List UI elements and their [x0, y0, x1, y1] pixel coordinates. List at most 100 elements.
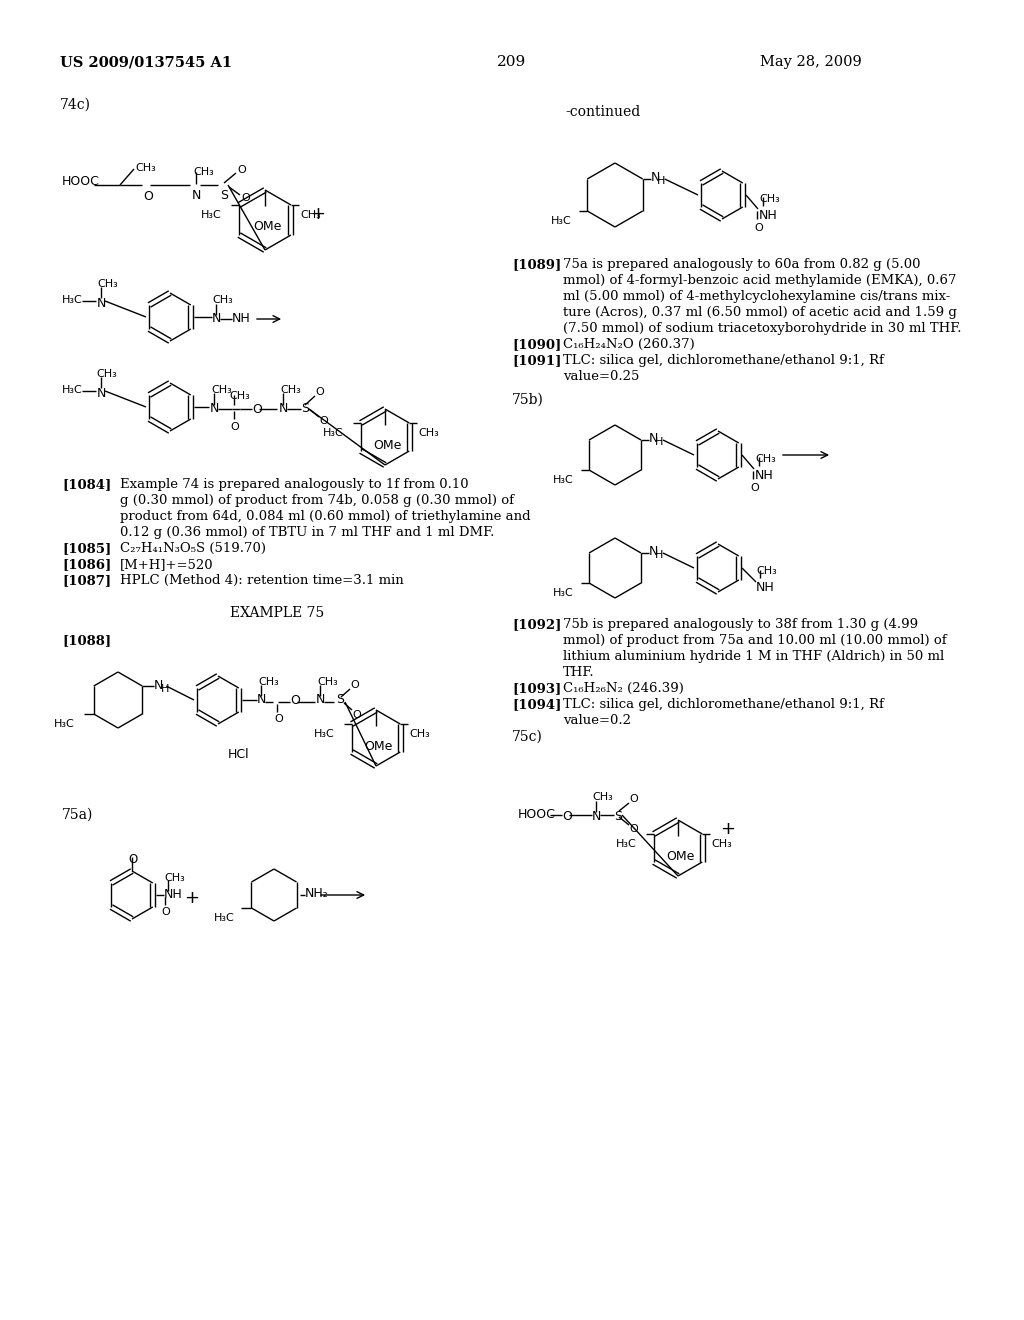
- Text: CH₃: CH₃: [258, 677, 279, 686]
- Text: O: O: [629, 824, 638, 834]
- Text: NH: NH: [164, 888, 182, 902]
- Text: CH₃: CH₃: [96, 370, 117, 379]
- Text: NH: NH: [232, 312, 251, 325]
- Text: CH₃: CH₃: [280, 385, 301, 395]
- Text: TLC: silica gel, dichloromethane/ethanol 9:1, Rf: TLC: silica gel, dichloromethane/ethanol…: [563, 698, 884, 711]
- Text: EXAMPLE 75: EXAMPLE 75: [230, 606, 325, 620]
- Text: O: O: [241, 193, 250, 203]
- Text: O: O: [143, 190, 153, 203]
- Text: N: N: [649, 545, 658, 558]
- Text: CH₃: CH₃: [300, 210, 321, 220]
- Text: (7.50 mmol) of sodium triacetoxyborohydride in 30 ml THF.: (7.50 mmol) of sodium triacetoxyborohydr…: [563, 322, 962, 335]
- Text: C₁₆H₂₄N₂O (260.37): C₁₆H₂₄N₂O (260.37): [563, 338, 694, 351]
- Text: CH₃: CH₃: [755, 454, 776, 465]
- Text: H₃C: H₃C: [62, 385, 83, 395]
- Text: THF.: THF.: [563, 667, 595, 678]
- Text: Example 74 is prepared analogously to 1f from 0.10: Example 74 is prepared analogously to 1f…: [120, 478, 469, 491]
- Text: [1090]: [1090]: [512, 338, 561, 351]
- Text: O: O: [750, 483, 759, 492]
- Text: O: O: [161, 907, 170, 917]
- Text: N: N: [257, 693, 266, 706]
- Text: O: O: [350, 680, 358, 690]
- Text: [1085]: [1085]: [62, 543, 112, 554]
- Text: lithium aluminium hydride 1 M in THF (Aldrich) in 50 ml: lithium aluminium hydride 1 M in THF (Al…: [563, 649, 944, 663]
- Text: O: O: [128, 853, 137, 866]
- Text: OMe: OMe: [373, 440, 401, 451]
- Text: [1092]: [1092]: [512, 618, 561, 631]
- Text: N: N: [155, 678, 164, 692]
- Text: ture (Acros), 0.37 ml (6.50 mmol) of acetic acid and 1.59 g: ture (Acros), 0.37 ml (6.50 mmol) of ace…: [563, 306, 956, 319]
- Text: CH₃: CH₃: [418, 428, 439, 438]
- Text: H₃C: H₃C: [62, 294, 83, 305]
- Text: O: O: [319, 416, 328, 426]
- Text: O: O: [237, 165, 246, 176]
- Text: [1088]: [1088]: [62, 634, 112, 647]
- Text: O: O: [315, 387, 324, 397]
- Text: 74c): 74c): [60, 98, 91, 112]
- Text: mmol) of 4-formyl-benzoic acid methylamide (EMKA), 0.67: mmol) of 4-formyl-benzoic acid methylami…: [563, 275, 956, 286]
- Text: CH₃: CH₃: [712, 840, 732, 849]
- Text: N: N: [97, 387, 106, 400]
- Text: 209: 209: [498, 55, 526, 69]
- Text: S: S: [220, 189, 228, 202]
- Text: +: +: [310, 205, 325, 223]
- Text: [1084]: [1084]: [62, 478, 112, 491]
- Text: N: N: [279, 403, 289, 414]
- Text: value=0.25: value=0.25: [563, 370, 639, 383]
- Text: TLC: silica gel, dichloromethane/ethanol 9:1, Rf: TLC: silica gel, dichloromethane/ethanol…: [563, 354, 884, 367]
- Text: H₃C: H₃C: [551, 216, 572, 226]
- Text: May 28, 2009: May 28, 2009: [760, 55, 862, 69]
- Text: H₃C: H₃C: [615, 840, 637, 849]
- Text: HCl: HCl: [228, 748, 250, 762]
- Text: product from 64d, 0.084 ml (0.60 mmol) of triethylamine and: product from 64d, 0.084 ml (0.60 mmol) o…: [120, 510, 530, 523]
- Text: [1087]: [1087]: [62, 574, 112, 587]
- Text: CH₃: CH₃: [164, 873, 184, 883]
- Text: H₃C: H₃C: [313, 729, 335, 739]
- Text: OMe: OMe: [253, 220, 282, 234]
- Text: H₃C: H₃C: [53, 719, 75, 729]
- Text: N: N: [193, 189, 202, 202]
- Text: O: O: [562, 810, 571, 822]
- Text: O: O: [252, 403, 262, 416]
- Text: CH₃: CH₃: [193, 168, 214, 177]
- Text: [1086]: [1086]: [62, 558, 112, 572]
- Text: [1093]: [1093]: [512, 682, 561, 696]
- Text: [1094]: [1094]: [512, 698, 561, 711]
- Text: O: O: [352, 710, 360, 719]
- Text: N: N: [210, 403, 219, 414]
- Text: OMe: OMe: [666, 850, 694, 863]
- Text: [1091]: [1091]: [512, 354, 561, 367]
- Text: -continued: -continued: [565, 106, 640, 119]
- Text: N: N: [592, 810, 601, 822]
- Text: ml (5.00 mmol) of 4-methylcyclohexylamine cis/trans mix-: ml (5.00 mmol) of 4-methylcyclohexylamin…: [563, 290, 950, 304]
- Text: H₃C: H₃C: [201, 210, 222, 220]
- Text: CH₃: CH₃: [317, 677, 338, 686]
- Text: O: O: [629, 795, 638, 804]
- Text: H₃C: H₃C: [553, 587, 573, 598]
- Text: [M+H]+=520: [M+H]+=520: [120, 558, 214, 572]
- Text: H: H: [655, 437, 664, 447]
- Text: H₃C: H₃C: [553, 475, 573, 484]
- Text: CH₃: CH₃: [756, 566, 777, 576]
- Text: CH₃: CH₃: [229, 391, 250, 401]
- Text: HPLC (Method 4): retention time=3.1 min: HPLC (Method 4): retention time=3.1 min: [120, 574, 403, 587]
- Text: N: N: [97, 297, 106, 310]
- Text: OMe: OMe: [364, 741, 392, 752]
- Text: NH₂: NH₂: [305, 887, 329, 900]
- Text: H: H: [656, 176, 665, 186]
- Text: NH: NH: [755, 469, 774, 482]
- Text: 75b is prepared analogously to 38f from 1.30 g (4.99: 75b is prepared analogously to 38f from …: [563, 618, 919, 631]
- Text: H₃C: H₃C: [323, 428, 343, 438]
- Text: 75a is prepared analogously to 60a from 0.82 g (5.00: 75a is prepared analogously to 60a from …: [563, 257, 921, 271]
- Text: N: N: [649, 432, 658, 445]
- Text: mmol) of product from 75a and 10.00 ml (10.00 mmol) of: mmol) of product from 75a and 10.00 ml (…: [563, 634, 946, 647]
- Text: g (0.30 mmol) of product from 74b, 0.058 g (0.30 mmol) of: g (0.30 mmol) of product from 74b, 0.058…: [120, 494, 514, 507]
- Text: +: +: [184, 888, 199, 907]
- Text: C₁₆H₂₆N₂ (246.39): C₁₆H₂₆N₂ (246.39): [563, 682, 684, 696]
- Text: CH₃: CH₃: [592, 792, 612, 803]
- Text: O: O: [274, 714, 283, 723]
- Text: N: N: [316, 693, 326, 706]
- Text: 0.12 g (0.36 mmol) of TBTU in 7 ml THF and 1 ml DMF.: 0.12 g (0.36 mmol) of TBTU in 7 ml THF a…: [120, 525, 495, 539]
- Text: CH₃: CH₃: [212, 294, 232, 305]
- Text: CH₃: CH₃: [410, 729, 430, 739]
